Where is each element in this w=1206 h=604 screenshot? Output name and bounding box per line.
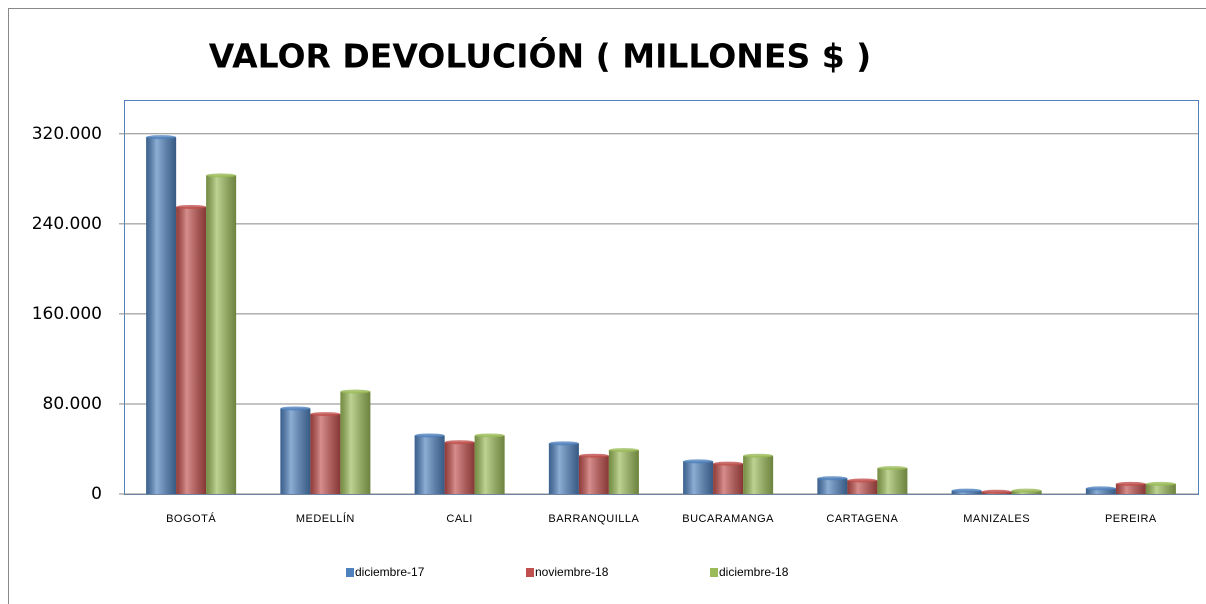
bar-shade [206, 175, 237, 494]
bar-cap [877, 466, 908, 471]
legend-label: diciembre-17 [355, 565, 425, 579]
bar-cap [608, 448, 639, 453]
bar-shade [1115, 483, 1146, 494]
bar-cap [817, 476, 848, 481]
legend-swatch [346, 568, 354, 577]
bar-cap [474, 433, 505, 438]
bar-cap [951, 488, 982, 493]
bar-cap [176, 204, 207, 209]
bar-cap [146, 135, 177, 140]
bar-shade [877, 468, 908, 494]
bar-shade [743, 455, 774, 494]
bar-cap [1011, 488, 1042, 493]
bar-cap [1145, 481, 1176, 486]
bar-cap [981, 489, 1012, 494]
y-tick-label: 0 [91, 484, 102, 504]
bar-cap [414, 433, 445, 438]
bar-shade [1145, 483, 1176, 494]
legend-swatch [526, 568, 534, 577]
x-tick-label: PEREIRA [1105, 513, 1157, 525]
x-tick-label: MEDELLÍN [296, 512, 355, 525]
bar-cap [1085, 486, 1116, 491]
bar-cap [713, 461, 744, 466]
bar-cap [548, 441, 579, 446]
x-tick-label: BOGOTÁ [166, 512, 216, 525]
bar-shade [474, 435, 505, 494]
bar-cap [743, 453, 774, 458]
y-tick-label: 80.000 [43, 394, 102, 414]
bar-cap [578, 453, 609, 458]
bar-shade [548, 443, 579, 494]
x-tick-label: MANIZALES [963, 513, 1030, 525]
legend-label: diciembre-18 [719, 565, 789, 579]
bar-cap [683, 459, 714, 464]
bar-shade [444, 442, 475, 494]
x-tick-label: CARTAGENA [826, 513, 898, 525]
bar-shade [1085, 488, 1116, 494]
bar-cap [1115, 481, 1146, 486]
bar-shade [578, 455, 609, 494]
bar-shade [683, 461, 714, 494]
bar-cap [340, 389, 371, 394]
y-tick-label: 320.000 [32, 124, 102, 144]
y-tick-label: 240.000 [32, 214, 102, 234]
bar-shade [713, 463, 744, 494]
y-tick-label: 160.000 [32, 304, 102, 324]
x-tick-label: BARRANQUILLA [548, 513, 639, 525]
bar-cap [847, 478, 878, 483]
x-tick-label: BUCARAMANGA [682, 513, 774, 525]
bar-cap [206, 173, 237, 178]
legend-swatch [710, 568, 718, 577]
x-tick-label: CALI [446, 513, 472, 525]
bar-shade [340, 391, 371, 494]
chart-title: VALOR DEVOLUCIÓN ( MILLONES $ ) [209, 36, 871, 76]
bar-shade [608, 450, 639, 494]
bar-shade [280, 408, 311, 494]
legend-label: noviembre-18 [535, 565, 609, 579]
bar-shade [414, 435, 445, 494]
bar-shade [176, 206, 207, 494]
bar-shade [847, 480, 878, 494]
bar-cap [444, 440, 475, 445]
bar-shade [310, 414, 341, 494]
bar-cap [280, 406, 311, 411]
bar-shade [146, 137, 177, 495]
bar-shade [817, 478, 848, 494]
bar-cap [310, 412, 341, 417]
